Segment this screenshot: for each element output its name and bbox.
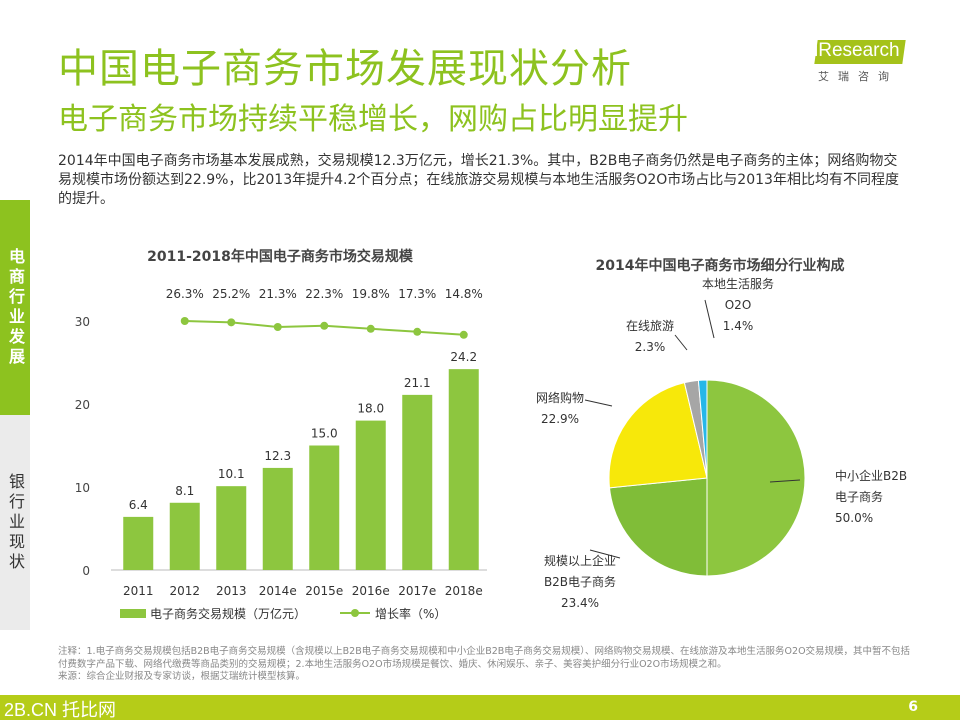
page-title: 中国电子商务市场发展现状分析	[58, 46, 632, 92]
bar-value-label: 6.4	[129, 498, 148, 512]
growth-rate-point	[366, 324, 375, 333]
bar-value-label: 24.2	[450, 350, 477, 364]
pie-slice	[608, 477, 708, 577]
slice-label: 在线旅游	[626, 319, 674, 333]
bar-value-label: 10.1	[218, 467, 245, 481]
bar	[262, 467, 293, 570]
growth-rate-label: 17.3%	[398, 287, 436, 301]
pie-slice	[706, 379, 806, 577]
legend-line-label: 增长率（%）	[375, 606, 446, 621]
chart-title: 2014年中国电子商务市场细分行业构成	[596, 257, 845, 274]
bar	[355, 420, 386, 570]
leader-line	[584, 399, 613, 407]
slice-label: 网络购物	[536, 390, 584, 405]
growth-rate-label: 21.3%	[259, 287, 297, 301]
leader-line	[704, 299, 715, 339]
footer-brand: 2B.CN 托比网	[4, 700, 117, 720]
slice-percent-label: 1.4%	[723, 319, 754, 333]
bar	[448, 369, 479, 570]
iresearch-logo: iResearch 艾瑞咨询	[808, 36, 908, 86]
legend-line-marker	[351, 609, 359, 617]
x-tick-label: 2017e	[398, 584, 436, 598]
slice-percent-label: 2.3%	[635, 340, 666, 354]
slice-percent-label: 50.0%	[835, 511, 873, 525]
sidebar-item-ecommerce[interactable]: 电商行业发展	[0, 200, 30, 415]
growth-rate-point	[227, 318, 236, 327]
growth-rate-label: 14.8%	[445, 287, 483, 301]
footer-bar: 2B.CN 托比网 6	[0, 695, 960, 720]
slice-label: 中小企业B2B	[835, 468, 907, 483]
x-tick-label: 2016e	[352, 584, 390, 598]
page-number: 6	[908, 699, 918, 715]
growth-rate-point	[180, 317, 189, 325]
growth-rate-point	[413, 327, 422, 336]
y-tick-label: 30	[75, 315, 90, 329]
chart-title: 2011-2018年中国电子商务市场交易规模	[147, 248, 414, 265]
bar-value-label: 15.0	[311, 427, 338, 441]
x-tick-label: 2014e	[259, 584, 297, 598]
x-tick-label: 2015e	[305, 584, 343, 598]
bar-chart: 2011-2018年中国电子商务市场交易规模 0 10 20 30 6.4 2011 8.1 2…	[75, 248, 487, 621]
x-tick-label: 2011	[123, 584, 154, 598]
y-tick-label: 10	[75, 481, 90, 495]
slice-label: 规模以上企业	[544, 553, 616, 568]
bar	[123, 516, 154, 570]
intro-text: 2014年中国电子商务市场基本发展成熟，交易规模12.3万亿元，增长21.3%。…	[58, 153, 899, 207]
bar-value-label: 21.1	[404, 376, 431, 390]
slice-label: 本地生活服务	[702, 276, 774, 291]
slice-percent-label: 23.4%	[561, 596, 599, 610]
pie-slice	[608, 382, 708, 489]
leader-line	[769, 479, 801, 483]
footnote: 注释：1.电子商务交易规模包括B2B电子商务交易规模（含规模以上B2B电子商务交…	[58, 646, 911, 682]
bar	[402, 394, 433, 570]
x-tick-label: 2013	[216, 584, 247, 598]
page-subtitle: 电子商务市场持续平稳增长，网购占比明显提升	[58, 102, 688, 137]
x-tick-label: 2012	[169, 584, 200, 598]
growth-rate-point	[320, 321, 329, 330]
growth-rate-point	[459, 330, 468, 339]
growth-rate-label: 26.3%	[166, 287, 204, 301]
growth-rate-point	[273, 323, 282, 331]
pie-slice	[697, 379, 708, 479]
sidebar-item-banking[interactable]: 银行业现状	[0, 415, 30, 630]
bar	[169, 502, 200, 570]
leader-line	[589, 549, 621, 559]
growth-rate-label: 19.8%	[352, 287, 390, 301]
growth-rate-label: 22.3%	[305, 287, 343, 301]
bar-value-label: 18.0	[357, 402, 384, 416]
bar-value-label: 12.3	[264, 449, 291, 463]
growth-rate-label: 25.2%	[212, 287, 250, 301]
leader-line	[674, 334, 688, 351]
y-tick-label: 20	[75, 398, 90, 412]
slice-label: 电子商务	[835, 489, 883, 504]
y-tick-label: 0	[82, 564, 90, 578]
legend-bar-label: 电子商务交易规模（万亿元）	[150, 606, 306, 621]
slice-label: O2O	[725, 298, 752, 312]
slice-label: B2B电子商务	[544, 574, 616, 589]
bar	[216, 486, 247, 570]
bar	[309, 445, 340, 570]
slice-percent-label: 22.9%	[541, 412, 579, 426]
legend-bar-swatch	[120, 609, 146, 618]
x-tick-label: 2018e	[445, 584, 483, 598]
bar-value-label: 8.1	[175, 484, 194, 498]
